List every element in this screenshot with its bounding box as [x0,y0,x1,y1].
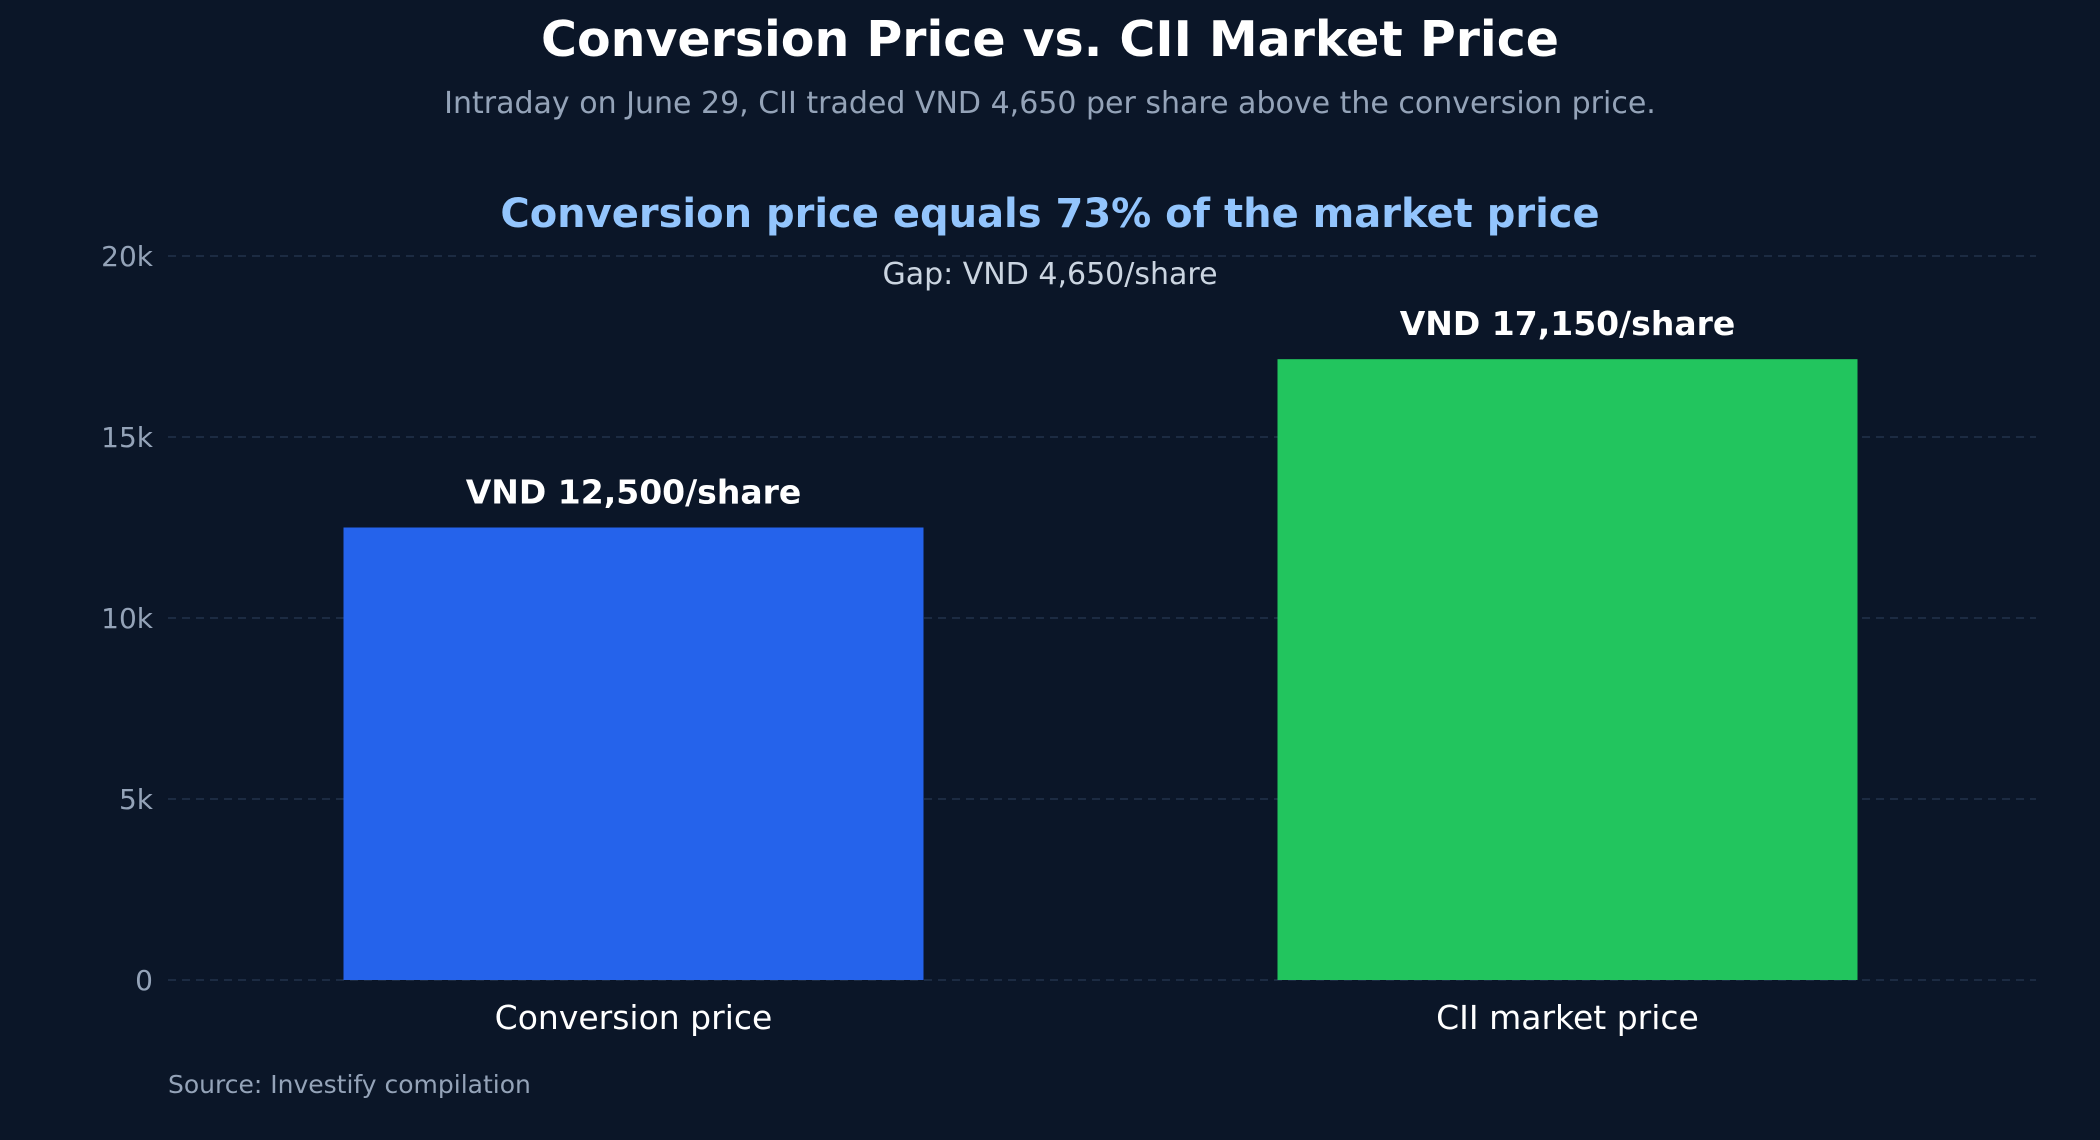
bar-data-label: VND 12,500/share [466,473,802,512]
bars: VND 12,500/share VND 17,150/share [343,304,1858,980]
y-tick-label: 5k [119,783,154,816]
source-note: Source: Investify compilation [168,1070,531,1099]
y-axis: 0 5k 10k 15k 20k [101,240,154,997]
y-tick-label: 10k [101,602,154,635]
bar-1 [343,527,924,980]
bar-data-label: VND 17,150/share [1400,304,1736,343]
bar-2 [1277,359,1858,980]
x-tick-label: Conversion price [495,998,773,1037]
y-tick-label: 20k [101,240,154,273]
x-tick-label: CII market price [1436,998,1699,1037]
chart-title: Conversion Price vs. CII Market Price [541,11,1559,68]
chart-subtitle: Intraday on June 29, CII traded VND 4,65… [444,86,1656,121]
y-tick-label: 15k [101,421,154,454]
annotation-gap: Gap: VND 4,650/share [882,257,1217,292]
x-axis: Conversion price CII market price [495,998,1699,1037]
y-tick-label: 0 [135,964,153,997]
annotation-title: Conversion price equals 73% of the marke… [500,191,1599,237]
